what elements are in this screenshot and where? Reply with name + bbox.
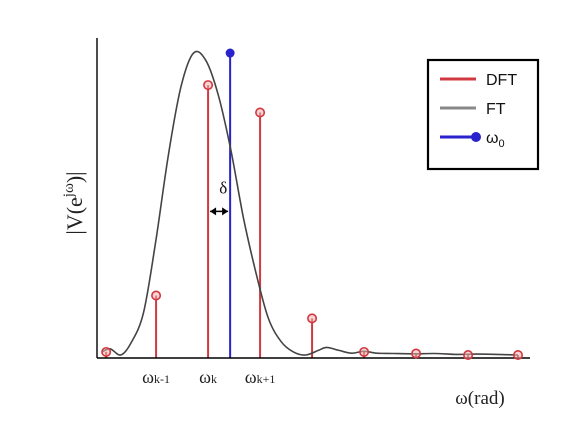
y-axis-label: |V(ejω)| — [61, 171, 87, 234]
dft-point — [102, 348, 110, 356]
dft-point — [204, 81, 212, 89]
delta-arrow — [210, 207, 228, 215]
x-tick-label: ωk+1 — [245, 367, 276, 387]
x-tick-label: ωk-1 — [142, 367, 170, 387]
dft-point — [256, 108, 264, 116]
dft-point — [514, 351, 522, 359]
dft-point — [152, 291, 160, 299]
delta-label: δ — [219, 178, 227, 197]
x-axis-label: ω(rad) — [455, 388, 504, 409]
legend-label: FT — [486, 101, 506, 118]
dft-point — [464, 351, 472, 359]
legend-label: DFT — [486, 72, 517, 89]
omega0-point — [226, 49, 235, 58]
dft-point — [360, 348, 368, 356]
x-tick-label: ωk — [199, 367, 217, 387]
dft-point — [412, 349, 420, 357]
dft-point — [308, 314, 316, 322]
